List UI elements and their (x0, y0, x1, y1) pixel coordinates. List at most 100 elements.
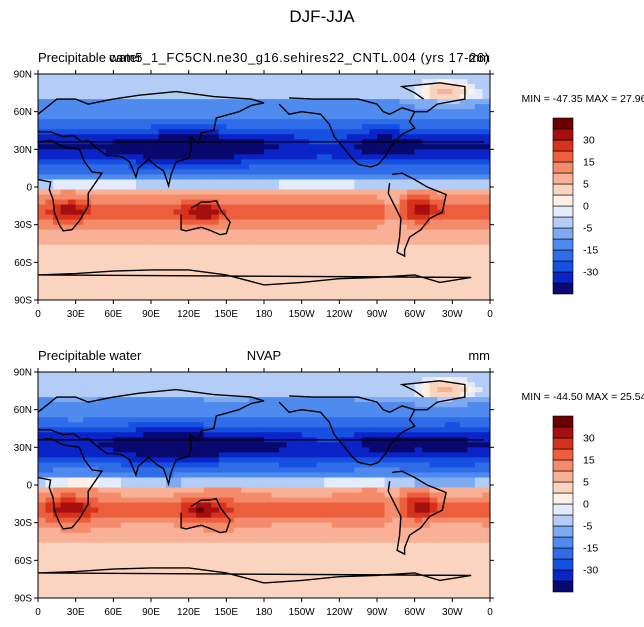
heatmap-cell (98, 512, 107, 519)
heatmap-cell (271, 512, 280, 519)
heatmap-cell (392, 487, 401, 494)
heatmap-cell (429, 209, 438, 216)
heatmap-cell (354, 204, 363, 211)
heatmap-cell (309, 209, 318, 216)
heatmap-cell (68, 527, 77, 534)
heatmap-cell (211, 129, 220, 135)
heatmap-cell (143, 224, 152, 231)
heatmap-cell (135, 587, 145, 594)
heatmap-cell (384, 289, 393, 296)
heatmap-cell (98, 457, 107, 463)
heatmap-cell (354, 427, 363, 433)
heatmap-cell (105, 417, 114, 423)
heatmap-cell (45, 532, 54, 539)
heatmap-cell (135, 289, 145, 296)
heatmap-cell (60, 199, 69, 206)
heatmap-cell (143, 492, 152, 499)
heatmap-cell (98, 372, 107, 378)
heatmap-cell (399, 219, 408, 226)
heatmap-cell (384, 582, 393, 589)
heatmap-cell (407, 224, 416, 231)
heatmap-cell (467, 154, 476, 160)
heatmap-cell (151, 199, 160, 206)
heatmap-cell (474, 204, 484, 211)
heatmap-cell (75, 189, 84, 196)
heatmap-cell (60, 452, 69, 458)
heatmap-cell (105, 507, 114, 514)
heatmap-cell (83, 264, 92, 271)
heatmap-cell (166, 517, 175, 524)
heatmap-cell (173, 372, 182, 378)
heatmap-cell (226, 159, 235, 165)
heatmap-cell (316, 392, 325, 398)
heatmap-cell (369, 547, 378, 554)
heatmap-cell (83, 249, 92, 256)
heatmap-cell (331, 477, 340, 484)
heatmap-cell (211, 84, 220, 90)
heatmap-cell (354, 562, 363, 569)
heatmap-cell (151, 244, 160, 251)
heatmap-cell (151, 527, 160, 534)
heatmap-cell (248, 164, 258, 171)
heatmap-cell (271, 452, 280, 458)
heatmap-cell (218, 79, 227, 85)
heatmap-cell (301, 169, 310, 176)
heatmap-cell (286, 372, 295, 378)
heatmap-cell (218, 462, 227, 469)
heatmap-cell (286, 209, 295, 216)
heatmap-cell (271, 214, 280, 221)
heatmap-cell (166, 269, 175, 276)
heatmap-cell (339, 294, 348, 300)
heatmap-cell (128, 224, 137, 231)
heatmap-cell (361, 542, 371, 549)
heatmap-cell (354, 184, 363, 191)
heatmap-cell (271, 179, 280, 186)
heatmap-cell (75, 477, 84, 484)
heatmap-cell (301, 79, 310, 85)
heatmap-cell (166, 289, 175, 296)
heatmap-cell (452, 264, 461, 271)
heatmap-cell (377, 537, 386, 544)
heatmap-cell (294, 294, 303, 300)
heatmap-cell (60, 279, 69, 286)
heatmap-cell (158, 144, 167, 150)
coastlines (38, 82, 484, 286)
heatmap-cell (60, 169, 69, 176)
heatmap-cell (75, 94, 84, 100)
heatmap-cell (158, 567, 167, 574)
heatmap-cell (316, 422, 325, 428)
heatmap-cell (392, 259, 401, 266)
heatmap-cell (226, 99, 235, 105)
heatmap-cell (166, 224, 175, 231)
heatmap-cell (105, 84, 114, 90)
heatmap-cell (158, 199, 167, 206)
heatmap-cell (196, 392, 205, 398)
heatmap-cell (316, 264, 325, 271)
heatmap-cell (98, 467, 107, 474)
heatmap-cell (354, 502, 363, 509)
heatmap-cell (331, 284, 340, 291)
heatmap-cell (158, 467, 167, 474)
heatmap-cell (38, 432, 47, 438)
colorbar-swatch (552, 238, 574, 251)
heatmap-cell (474, 179, 484, 186)
heatmap-cell (173, 269, 182, 276)
heatmap-cell (83, 552, 92, 559)
heatmap-cell (301, 397, 310, 403)
heatmap-cell (75, 74, 84, 80)
heatmap-cell (105, 289, 114, 296)
heatmap-cell (248, 209, 258, 216)
heatmap-cell (248, 592, 258, 598)
heatmap-cell (203, 487, 212, 494)
heatmap-cell (482, 74, 490, 80)
heatmap-cell (75, 392, 84, 398)
heatmap-cell (196, 159, 205, 165)
heatmap-cell (286, 109, 295, 115)
heatmap-cell (392, 79, 401, 85)
heatmap-cell (143, 537, 152, 544)
heatmap-cell (218, 169, 227, 176)
heatmap-cell (135, 84, 145, 90)
heatmap-cell (166, 452, 175, 458)
heatmap-cell (354, 387, 363, 393)
heatmap-cell (181, 199, 190, 206)
